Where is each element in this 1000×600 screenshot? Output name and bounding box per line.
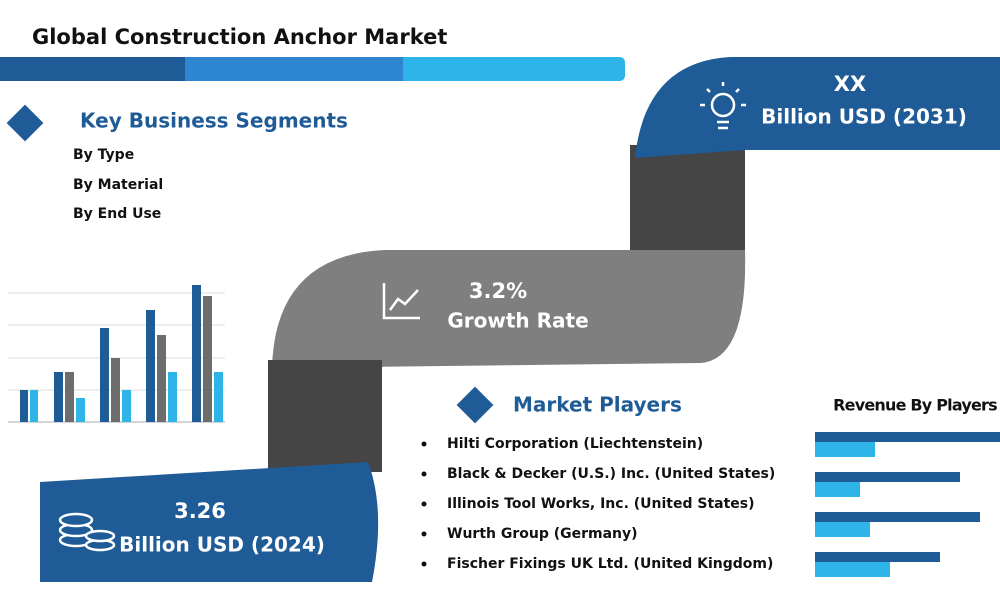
bullet (421, 471, 427, 477)
segment-item: By Type (73, 147, 134, 163)
segments-heading: Key Business Segments (80, 109, 348, 133)
ribbon-fold (268, 360, 382, 472)
revenue-bars (815, 432, 1000, 577)
diamond (6, 104, 44, 142)
base-panel (40, 462, 379, 582)
growth-label: Growth Rate (447, 309, 588, 333)
forecast-value: XX (834, 72, 866, 96)
players-list: Hilti Corporation (Liechtenstein) Black &… (421, 436, 775, 572)
diamond (456, 386, 494, 424)
bulb-icon (700, 82, 746, 130)
player-item: Black & Decker (U.S.) Inc. (United State… (447, 466, 775, 482)
player-item: Illinois Tool Works, Inc. (United States… (447, 496, 755, 512)
chart-icon (382, 283, 420, 320)
stripe (403, 57, 625, 81)
ribbon-middle (272, 250, 746, 368)
base-value: 3.26 (174, 499, 226, 523)
decor-bars (20, 285, 223, 422)
growth-value: 3.2% (469, 279, 527, 303)
forecast-label: Billion USD (2031) (761, 105, 967, 129)
revenue-heading: Revenue By Players (833, 396, 997, 415)
title: Global Construction Anchor Market (32, 25, 447, 49)
bullet (421, 501, 427, 507)
bullet (421, 561, 427, 567)
ribbon-fold (630, 145, 745, 267)
base-label: Billion USD (2024) (119, 533, 325, 557)
segment-item: By Material (73, 177, 163, 193)
player-item: Wurth Group (Germany) (447, 526, 638, 542)
players-heading: Market Players (513, 393, 682, 417)
bullet (421, 441, 427, 447)
stripe (0, 57, 185, 81)
segment-item: By End Use (73, 206, 161, 222)
stripe (185, 57, 403, 81)
forecast-panel (635, 57, 1000, 158)
bullet (421, 531, 427, 537)
player-item: Fischer Fixings UK Ltd. (United Kingdom) (447, 556, 773, 572)
player-item: Hilti Corporation (Liechtenstein) (447, 436, 703, 452)
coins-icon (58, 512, 116, 552)
